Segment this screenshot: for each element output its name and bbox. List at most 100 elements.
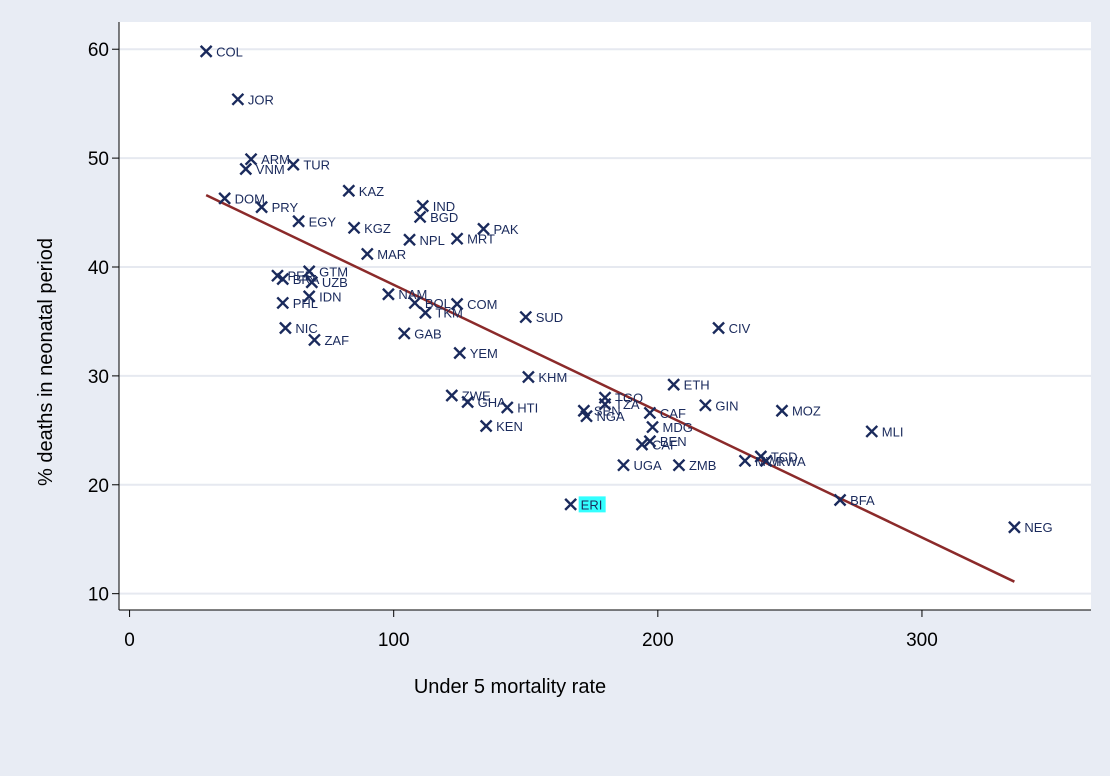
point-label: IND	[433, 199, 455, 214]
x-marker	[759, 454, 773, 468]
x-marker	[419, 306, 432, 320]
data-point: CIV	[712, 321, 751, 336]
point-label: NIC	[295, 321, 317, 336]
x-marker	[342, 184, 356, 198]
data-point: GTM	[302, 264, 348, 279]
data-point: CAF	[643, 406, 686, 421]
data-point: COL	[199, 44, 243, 59]
point-label: BEN	[660, 434, 687, 449]
x-marker	[302, 290, 316, 303]
x-marker	[564, 498, 578, 511]
point-label: UZB	[322, 275, 348, 290]
point-label: MDG	[663, 420, 693, 435]
x-marker	[699, 398, 712, 412]
point-label: EGY	[309, 214, 337, 229]
data-point: UGA	[617, 458, 662, 473]
data-point: BOL	[408, 296, 451, 311]
point-label: TKM	[435, 306, 462, 321]
data-point: MLI	[865, 424, 903, 439]
data-point: ETH	[667, 378, 710, 393]
axes	[118, 22, 1091, 611]
point-label: KHM	[538, 370, 567, 385]
data-point: CAF	[635, 437, 678, 452]
y-tick-label: 10	[88, 585, 109, 606]
x-marker	[218, 192, 232, 205]
data-point: PRY	[255, 200, 298, 215]
point-label: VNM	[256, 162, 285, 177]
data-point: NEG	[1008, 520, 1053, 535]
x-marker	[292, 214, 305, 228]
point-label: MRT	[467, 232, 495, 247]
x-marker	[403, 233, 416, 247]
x-marker	[276, 272, 290, 286]
y-tick-label: 30	[88, 367, 109, 388]
data-point: YEM	[453, 346, 498, 361]
x-marker	[643, 406, 657, 420]
point-label: ETH	[684, 378, 710, 393]
point-label: ERI	[581, 497, 603, 512]
data-point: KHM	[522, 370, 567, 385]
x-marker	[461, 395, 475, 409]
fit-line-layer	[205, 194, 1015, 583]
x-marker	[598, 397, 612, 411]
point-label: MAR	[377, 247, 406, 262]
data-point: KAZ	[342, 184, 384, 199]
data-point: KEN	[479, 419, 523, 434]
data-point: NPL	[403, 233, 445, 248]
x-marker	[416, 199, 430, 213]
y-tick-label: 20	[88, 476, 109, 497]
point-label: BGD	[430, 210, 458, 225]
x-marker	[580, 409, 593, 423]
x-tick-label: 0	[124, 630, 135, 651]
point-label: COL	[216, 44, 243, 59]
data-point: PAK	[477, 222, 519, 237]
x-marker	[244, 152, 258, 166]
data-point: BFA	[833, 493, 875, 508]
data-point: IND	[416, 199, 455, 214]
fit-line	[205, 194, 1015, 583]
x-marker	[450, 232, 464, 246]
point-label: SUD	[536, 310, 563, 325]
data-point: ARM	[244, 152, 290, 167]
point-label: TCD	[771, 449, 798, 464]
point-label: PHL	[293, 296, 318, 311]
x-marker	[286, 158, 300, 171]
point-label: CAF	[660, 406, 686, 421]
x-marker	[239, 162, 253, 176]
point-label: ZAF	[324, 333, 349, 348]
x-marker	[672, 458, 686, 472]
data-point: KGZ	[347, 221, 391, 236]
data-point: SUD	[519, 310, 563, 325]
x-marker	[231, 92, 245, 106]
x-marker	[255, 200, 268, 214]
point-label: COM	[467, 297, 497, 312]
x-marker	[347, 221, 361, 235]
point-label: GIN	[715, 398, 738, 413]
y-tick-label: 50	[88, 149, 109, 170]
point-label: TUR	[303, 158, 330, 173]
x-marker	[865, 425, 879, 438]
data-point: GHA	[461, 395, 506, 410]
data-point: MAR	[360, 247, 406, 262]
x-marker	[305, 275, 319, 289]
x-tick-label: 300	[906, 630, 938, 651]
data-point: ZAF	[308, 333, 349, 348]
x-marker	[408, 296, 422, 310]
data-point: SEN	[577, 404, 621, 419]
x-marker	[445, 389, 459, 402]
data-point: IDN	[302, 289, 342, 304]
y-axis-title: % deaths in neonatal period	[35, 238, 57, 486]
point-label: NPL	[420, 233, 445, 248]
data-point: BGD	[413, 210, 458, 225]
point-label: GAB	[414, 326, 441, 341]
x-marker	[712, 321, 725, 335]
point-label: BOL	[425, 296, 451, 311]
data-point: GIN	[699, 398, 738, 413]
point-label: DOM	[235, 191, 265, 206]
x-marker	[360, 247, 374, 261]
x-marker	[646, 420, 659, 434]
data-point: BEN	[643, 434, 687, 449]
data-point: NGA	[580, 409, 625, 424]
